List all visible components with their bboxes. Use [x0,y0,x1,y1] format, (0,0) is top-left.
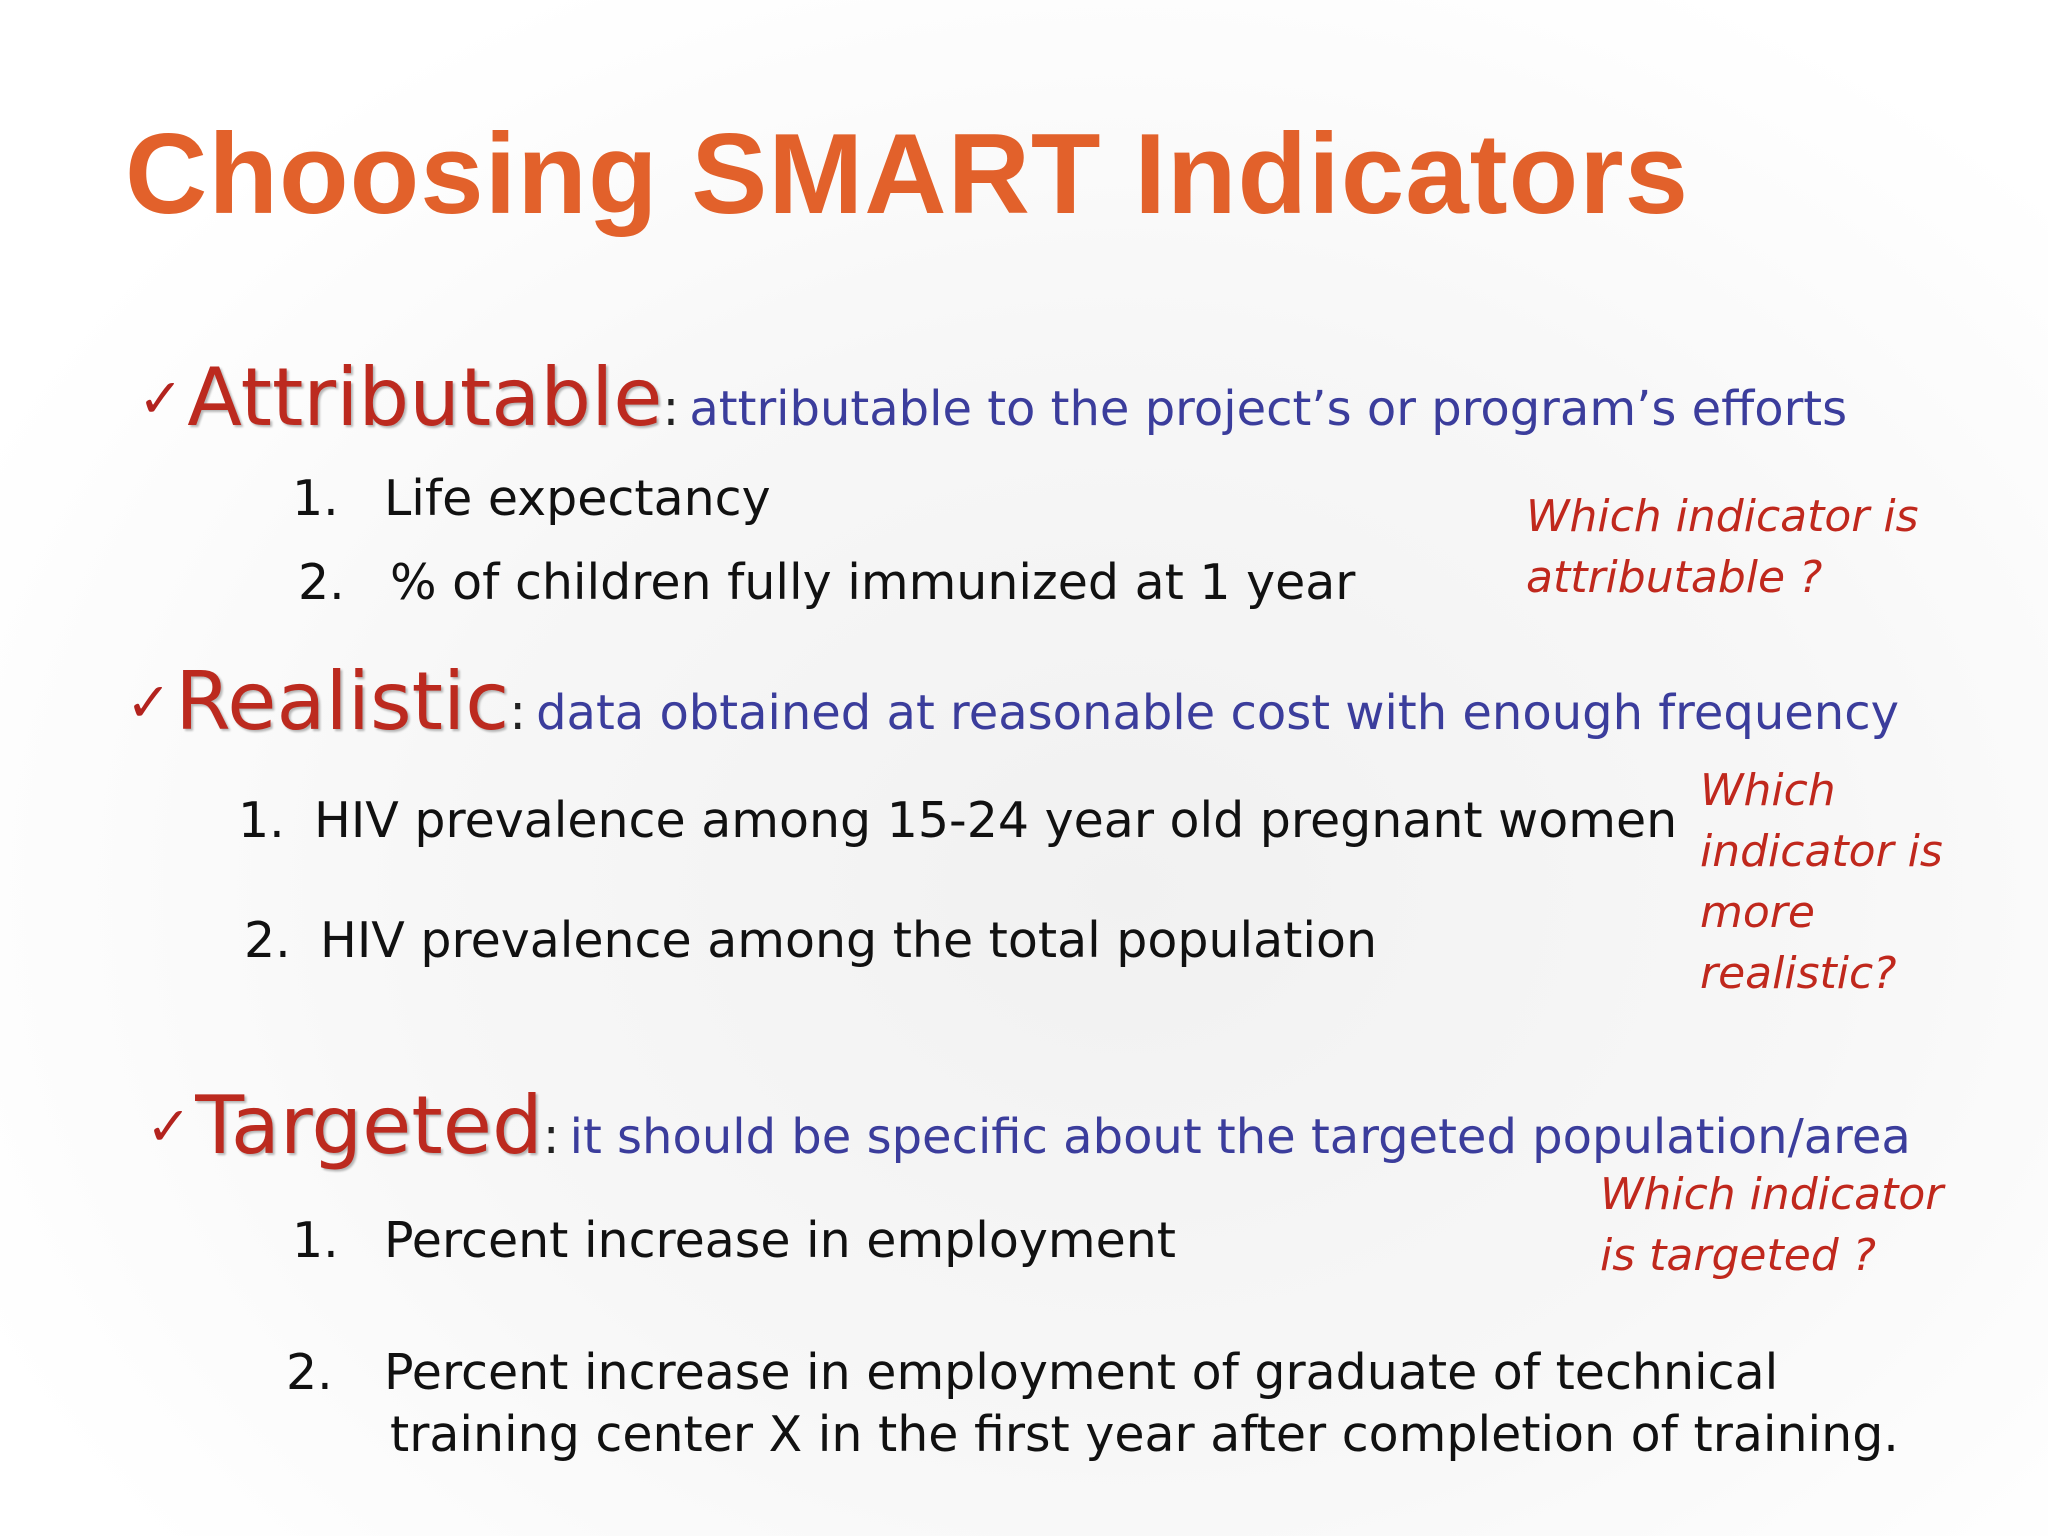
item-number: 2. [286,1344,333,1401]
targeted-item-1: 1. Percent increase in employment [292,1216,1176,1265]
realistic-term: Realistic [175,655,510,748]
attributable-heading: ✓Attributable: attributable to the projec… [138,358,1847,438]
item-text: % of children fully immunized at 1 year [390,554,1356,611]
realistic-item-1: 1. HIV prevalence among 15-24 year old pr… [238,796,1677,845]
check-icon: ✓ [138,367,184,430]
attributable-question: Which indicator is attributable ? [1526,486,1919,608]
targeted-heading: ✓Targeted: it should be specific about th… [146,1086,1911,1166]
item-number: 2. [298,554,345,611]
heading-colon: : [542,1107,560,1165]
question-line: more [1700,887,1815,938]
question-line: indicator is [1700,826,1943,877]
item-number: 1. [238,792,285,849]
item-number: 1. [292,470,339,527]
question-line: realistic? [1700,948,1897,999]
realistic-description: data obtained at reasonable cost with en… [536,685,1900,741]
question-line: Which indicator is [1526,491,1919,542]
item-text: Life expectancy [384,470,771,527]
targeted-question: Which indicator is targeted ? [1600,1164,1943,1286]
check-icon: ✓ [126,671,172,734]
question-line: Which [1700,765,1836,816]
attributable-term: Attributable [187,351,663,444]
question-line: Which indicator [1600,1169,1944,1220]
check-icon: ✓ [146,1095,192,1158]
realistic-heading: ✓Realistic: data obtained at reasonable c… [126,662,1899,742]
heading-colon: : [662,379,680,437]
slide-title: Choosing SMART Indicators [125,111,1689,238]
attributable-item-1: 1. Life expectancy [292,474,771,523]
targeted-description: it should be specific about the targeted… [569,1109,1911,1165]
item-number: 1. [292,1212,339,1269]
item-text-continued: training center X in the first year afte… [390,1406,1899,1463]
item-number: 2. [244,912,291,969]
realistic-item-2: 2. HIV prevalence among the total populat… [244,916,1377,965]
heading-colon: : [509,683,527,741]
question-line: attributable ? [1526,552,1823,603]
item-text: HIV prevalence among 15-24 year old preg… [314,792,1678,849]
targeted-term: Targeted [195,1079,543,1172]
question-line: is targeted ? [1600,1230,1877,1281]
attributable-description: attributable to the project’s or program… [689,381,1848,437]
attributable-item-2: 2.% of children fully immunized at 1 yea… [298,558,1355,607]
targeted-item-2: 2. Percent increase in employment of grad… [286,1342,1899,1466]
realistic-question: Which indicator is more realistic? [1700,760,1943,1004]
item-text: HIV prevalence among the total populatio… [320,912,1378,969]
item-text: Percent increase in employment of gradua… [384,1344,1779,1401]
item-text: Percent increase in employment [384,1212,1177,1269]
